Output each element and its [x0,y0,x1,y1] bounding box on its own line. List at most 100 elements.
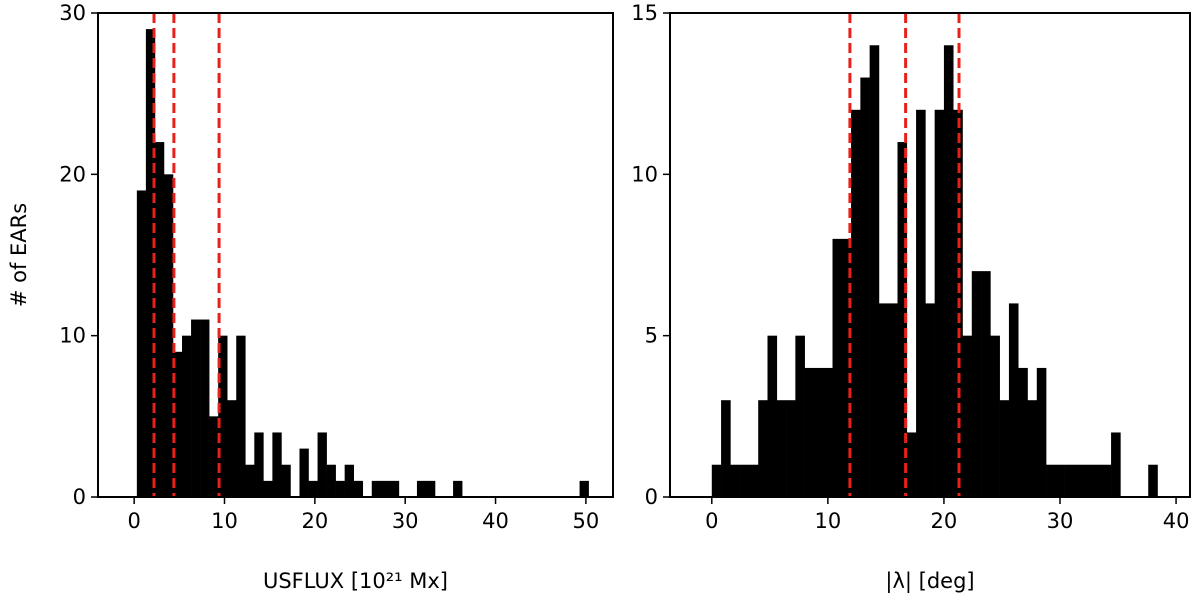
x-tick-label: 30 [392,509,419,533]
bar [1064,464,1075,497]
bar [353,480,364,497]
bar [999,400,1010,497]
x-tick-label: 40 [1163,509,1190,533]
bar [389,480,400,497]
bar [823,367,833,497]
bar [795,335,805,497]
x-tick-label: 10 [814,509,841,533]
bar [1083,464,1093,497]
bar [1111,432,1121,497]
bar [962,335,973,497]
bar [182,335,192,497]
x-axis-label: |λ| [deg] [885,569,974,594]
bar [1046,464,1056,497]
bar [263,480,273,497]
x-tick-label: 40 [482,509,509,533]
bar [851,109,861,498]
x-tick-label: 50 [573,509,600,533]
bar [1092,464,1103,497]
bar [1073,464,1084,497]
bar [154,142,165,498]
bar [841,238,852,497]
bar [317,432,327,497]
bar [925,303,935,497]
bar [888,303,898,497]
bar [425,480,436,497]
axes-frame [97,12,614,498]
bar [786,400,796,497]
bar [1148,464,1158,497]
bar [739,464,750,497]
bar [416,480,427,497]
bar [990,335,1000,497]
bar [1008,303,1019,497]
y-tick-label: 30 [59,1,86,25]
bar [916,109,926,498]
bar [1101,464,1112,497]
y-tick-label: 10 [631,162,658,186]
bar [721,400,731,497]
bar [748,464,759,497]
bar [272,432,282,497]
bar [335,480,345,497]
bar [172,351,183,497]
bar [245,464,255,497]
bar [209,416,219,497]
bar [191,319,201,497]
bar [1027,400,1038,497]
bar [344,464,354,497]
bar [579,480,589,497]
bar [767,335,778,497]
y-tick-label: 5 [645,324,658,348]
bar [906,432,917,497]
bar [145,29,156,498]
bar [281,464,291,497]
bar [943,45,954,498]
bar [200,319,210,497]
x-tick-label: 0 [127,509,140,533]
x-tick-label: 20 [931,509,958,533]
bar [878,303,889,497]
bar [711,464,722,497]
x-tick-label: 10 [211,509,238,533]
bar [897,142,908,498]
x-tick-label: 0 [705,509,718,533]
x-axis-label: USFLUX [10²¹ Mx] [263,569,448,593]
bar [136,190,147,497]
bar [832,238,843,497]
bar [299,448,309,497]
bar [453,480,463,497]
bar [730,464,740,497]
bar [934,109,945,498]
bar [981,271,991,497]
x-tick-label: 30 [1047,509,1074,533]
bar [163,174,174,498]
bar [869,45,880,498]
bar [380,480,391,497]
bar [1055,464,1065,497]
bar [308,480,318,497]
y-tick-label: 20 [59,162,86,186]
bar [1018,367,1028,497]
y-tick-label: 0 [73,485,86,509]
y-tick-label: 15 [631,1,658,25]
bar [326,464,336,497]
bar [227,400,237,497]
bar [236,335,246,497]
bar [860,77,870,498]
y-axis-label: # of EARs [7,203,31,307]
bar [218,335,228,497]
bar [371,480,382,497]
bar [971,271,982,497]
bar [776,400,787,497]
bar [254,432,264,497]
bar [804,367,815,497]
y-tick-label: 0 [645,485,658,509]
bar [813,367,824,497]
x-tick-label: 20 [301,509,328,533]
bar [758,400,768,497]
bar [1036,367,1047,497]
axes-frame [669,12,1191,498]
